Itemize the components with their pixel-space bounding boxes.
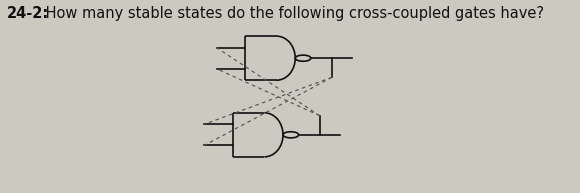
Text: How many stable states do the following cross-coupled gates have?: How many stable states do the following … bbox=[41, 6, 543, 21]
Text: 24-2:: 24-2: bbox=[6, 6, 49, 21]
